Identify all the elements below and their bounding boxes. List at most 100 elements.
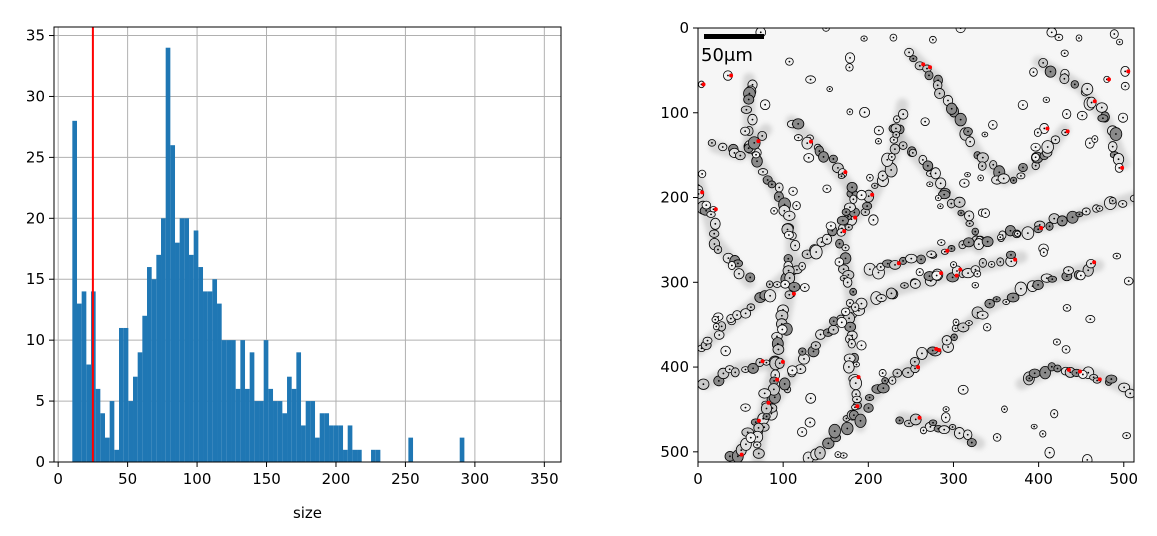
cell-center [751, 83, 754, 86]
cell-center [1043, 127, 1046, 130]
cell-center [1020, 174, 1022, 177]
cell-center [867, 407, 870, 409]
cell-center [895, 127, 897, 130]
cell-center [908, 51, 910, 54]
cell-center [881, 174, 884, 177]
cell-center [847, 366, 850, 368]
cell-center [895, 118, 898, 121]
image-y-ticks: 0 100 200 300 400 500 [660, 19, 698, 461]
cell-center [840, 321, 843, 324]
cell-center [1046, 146, 1049, 148]
cell-center [932, 421, 934, 424]
cell-center [908, 422, 910, 425]
y-tick-label: 0 [35, 453, 45, 471]
cell-center [842, 268, 845, 271]
cell-center [765, 415, 768, 418]
histogram-bar [371, 449, 376, 462]
cell-center [981, 261, 984, 264]
cell-center [1102, 117, 1104, 120]
cell-center [907, 371, 909, 374]
histogram-axes: 0 50 100 150 200 250 300 350 0 5 10 15 20 25 30 35 siz… [26, 26, 562, 522]
histogram-bar [193, 230, 199, 462]
cell-center [974, 230, 977, 233]
cell-center [968, 322, 970, 324]
cell-center [763, 392, 766, 395]
cell-center [844, 246, 847, 249]
cell-center [1121, 203, 1124, 205]
cell-center [848, 110, 851, 113]
cell-center [1048, 225, 1051, 228]
cell-center [929, 425, 932, 428]
cell-center [1038, 223, 1041, 226]
cell-center [1098, 207, 1101, 210]
x-tick-label: 100 [183, 470, 212, 488]
cell-center [953, 336, 956, 339]
cell-center [950, 107, 953, 110]
cell-center [931, 349, 934, 352]
cell-center [729, 317, 732, 320]
histogram-bar [114, 449, 120, 462]
cell-center [832, 320, 835, 323]
cell-center [1005, 301, 1008, 303]
highlight-marker [1126, 69, 1131, 74]
cell-center [749, 436, 752, 439]
cell-center [740, 449, 743, 452]
cell-center [774, 374, 777, 376]
cell-center [1003, 408, 1006, 411]
histogram-bar [352, 449, 358, 462]
cell-center [981, 314, 984, 317]
x-tick-label: 0 [693, 470, 703, 488]
cell-center [962, 326, 965, 329]
cell-center [1125, 434, 1128, 437]
cell-center [1129, 392, 1132, 395]
cell-center [756, 443, 759, 446]
highlight-marker [916, 365, 921, 370]
histogram-bar [324, 413, 330, 462]
cell-center [921, 352, 923, 355]
histogram-bar [249, 352, 255, 462]
cell-center [787, 257, 790, 260]
cell-center [1085, 210, 1088, 213]
cell-center [1002, 177, 1005, 180]
cell-center [918, 64, 921, 67]
histogram-bar [338, 425, 344, 462]
cell-center [1033, 372, 1036, 375]
cell-center [854, 382, 857, 385]
cell-center [773, 380, 776, 382]
cell-center [898, 419, 901, 422]
cell-center [860, 194, 863, 196]
highlight-marker [1120, 165, 1125, 170]
cell-center [694, 186, 696, 188]
cell-center [711, 141, 713, 144]
highlight-marker [1106, 77, 1111, 82]
cell-center [724, 350, 727, 352]
histogram-bar [77, 303, 82, 462]
cell-center [710, 213, 712, 216]
highlight-marker [954, 273, 959, 278]
cell-center [765, 361, 768, 364]
cell-center [877, 129, 880, 132]
y-tick-label: 15 [26, 270, 45, 288]
cell-center [794, 244, 797, 247]
histogram-bar [315, 437, 320, 462]
cell-center [744, 130, 747, 133]
cell-center [793, 286, 796, 288]
cell-center [1065, 113, 1068, 115]
histogram-bar [81, 291, 87, 462]
cell-center [1049, 70, 1052, 73]
cell-center [809, 421, 811, 424]
cell-center [748, 92, 751, 95]
histogram-bar [357, 449, 362, 462]
cell-center [855, 363, 858, 366]
cell-center [855, 393, 857, 396]
cell-center [791, 369, 794, 372]
cell-center [1036, 131, 1039, 134]
cell-center [1071, 216, 1074, 219]
cell-center [960, 212, 962, 214]
cell-center [799, 368, 802, 370]
histogram-bar [217, 303, 222, 462]
cell-center [837, 166, 839, 169]
histogram-bar [254, 401, 260, 462]
highlight-marker [1045, 126, 1050, 131]
highlight-marker [700, 190, 705, 195]
